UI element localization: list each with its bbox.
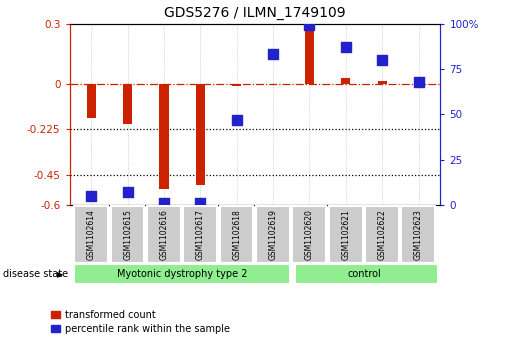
Bar	[232, 84, 242, 86]
Point	[233, 117, 241, 123]
Text: GSM1102614: GSM1102614	[87, 209, 96, 260]
Bar	[414, 82, 423, 84]
FancyBboxPatch shape	[365, 206, 399, 262]
FancyBboxPatch shape	[293, 206, 326, 262]
Bar	[377, 81, 387, 84]
Text: Myotonic dystrophy type 2: Myotonic dystrophy type 2	[117, 269, 248, 279]
Legend: transformed count, percentile rank within the sample: transformed count, percentile rank withi…	[51, 310, 230, 334]
Text: ▶: ▶	[57, 270, 63, 278]
FancyBboxPatch shape	[74, 206, 108, 262]
Text: GSM1102619: GSM1102619	[269, 209, 278, 260]
Text: GSM1102621: GSM1102621	[341, 209, 350, 260]
FancyBboxPatch shape	[295, 264, 438, 284]
Text: GSM1102615: GSM1102615	[123, 209, 132, 260]
Bar	[160, 84, 168, 189]
FancyBboxPatch shape	[147, 206, 181, 262]
Bar	[305, 24, 314, 84]
Text: GSM1102623: GSM1102623	[414, 209, 423, 260]
Bar	[87, 84, 96, 118]
Point	[160, 200, 168, 206]
Title: GDS5276 / ILMN_1749109: GDS5276 / ILMN_1749109	[164, 6, 346, 20]
Text: GSM1102620: GSM1102620	[305, 209, 314, 260]
Text: control: control	[347, 269, 381, 279]
Point	[305, 23, 314, 28]
FancyBboxPatch shape	[329, 206, 363, 262]
FancyBboxPatch shape	[401, 206, 435, 262]
Point	[341, 44, 350, 50]
Point	[378, 57, 386, 63]
Point	[415, 79, 423, 85]
Point	[269, 52, 277, 57]
Point	[124, 189, 132, 195]
Text: GSM1102618: GSM1102618	[232, 209, 241, 260]
Text: GSM1102622: GSM1102622	[377, 209, 387, 260]
Bar	[123, 84, 132, 125]
Point	[196, 200, 204, 206]
Text: disease state: disease state	[3, 269, 67, 279]
Text: GSM1102616: GSM1102616	[160, 209, 168, 260]
Text: GSM1102617: GSM1102617	[196, 209, 205, 260]
FancyBboxPatch shape	[183, 206, 217, 262]
Bar	[196, 84, 205, 185]
Point	[87, 193, 95, 199]
FancyBboxPatch shape	[220, 206, 253, 262]
FancyBboxPatch shape	[74, 264, 290, 284]
FancyBboxPatch shape	[111, 206, 144, 262]
FancyBboxPatch shape	[256, 206, 290, 262]
Bar	[341, 78, 350, 84]
